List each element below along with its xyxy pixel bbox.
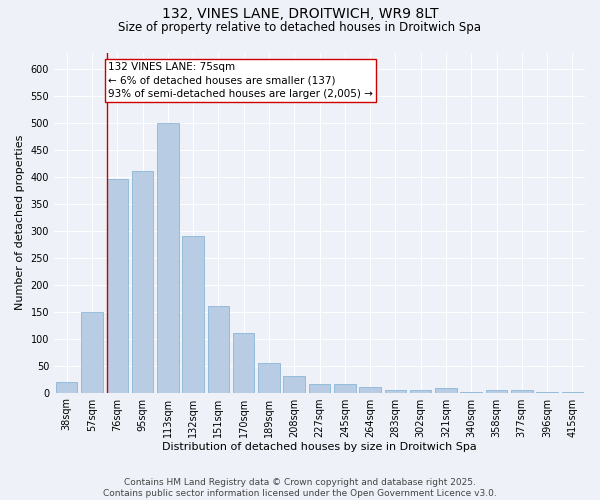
Bar bbox=[283, 376, 305, 392]
Bar bbox=[334, 384, 356, 392]
Text: 132, VINES LANE, DROITWICH, WR9 8LT: 132, VINES LANE, DROITWICH, WR9 8LT bbox=[161, 8, 439, 22]
Bar bbox=[107, 180, 128, 392]
Bar bbox=[435, 388, 457, 392]
Bar bbox=[56, 382, 77, 392]
Bar bbox=[486, 390, 507, 392]
Bar bbox=[233, 333, 254, 392]
Bar bbox=[410, 390, 431, 392]
Bar bbox=[511, 390, 533, 392]
Y-axis label: Number of detached properties: Number of detached properties bbox=[15, 135, 25, 310]
Text: 132 VINES LANE: 75sqm
← 6% of detached houses are smaller (137)
93% of semi-deta: 132 VINES LANE: 75sqm ← 6% of detached h… bbox=[108, 62, 373, 98]
Bar bbox=[359, 387, 381, 392]
Bar bbox=[157, 122, 179, 392]
X-axis label: Distribution of detached houses by size in Droitwich Spa: Distribution of detached houses by size … bbox=[162, 442, 477, 452]
Bar bbox=[182, 236, 204, 392]
Bar bbox=[385, 390, 406, 392]
Bar bbox=[258, 363, 280, 392]
Bar bbox=[81, 312, 103, 392]
Text: Size of property relative to detached houses in Droitwich Spa: Size of property relative to detached ho… bbox=[119, 21, 482, 34]
Text: Contains HM Land Registry data © Crown copyright and database right 2025.
Contai: Contains HM Land Registry data © Crown c… bbox=[103, 478, 497, 498]
Bar bbox=[208, 306, 229, 392]
Bar bbox=[309, 384, 330, 392]
Bar bbox=[132, 172, 153, 392]
